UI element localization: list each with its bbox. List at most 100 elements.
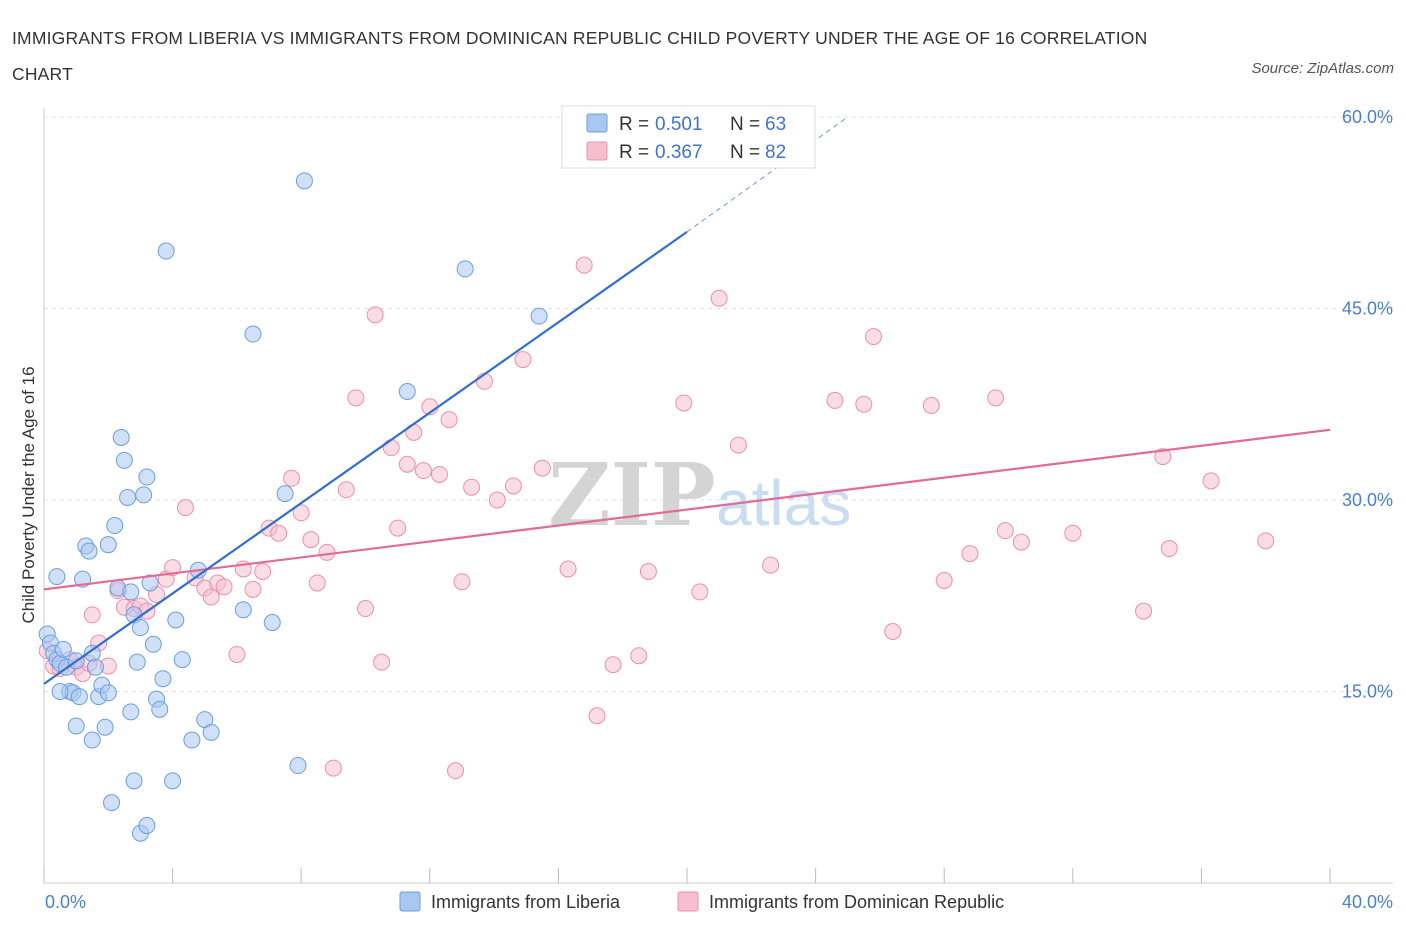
data-point-dominican-republic (729, 436, 747, 454)
data-point-liberia (70, 688, 88, 706)
data-point-liberia (138, 817, 156, 835)
data-point-dominican-republic (302, 531, 320, 549)
data-point-dominican-republic (691, 583, 709, 601)
data-point-liberia (144, 635, 162, 653)
data-point-dominican-republic (453, 573, 471, 591)
data-point-dominican-republic (366, 306, 384, 324)
data-point-dominican-republic (83, 606, 101, 624)
data-point-liberia (167, 611, 185, 629)
data-point-dominican-republic (324, 759, 342, 777)
data-point-liberia (48, 568, 66, 586)
data-point-dominican-republic (488, 491, 506, 509)
data-point-liberia (183, 731, 201, 749)
data-point-dominican-republic (1202, 472, 1220, 490)
data-point-dominican-republic (215, 578, 233, 596)
legend-swatch-dominican-republic (586, 141, 608, 161)
data-point-dominican-republic (996, 522, 1014, 540)
data-point-dominican-republic (357, 600, 374, 618)
y-tick-label: 45.0% (1342, 299, 1393, 319)
trend-line-liberia (43, 231, 688, 685)
data-point-dominican-republic (961, 545, 979, 563)
data-point-dominican-republic (337, 481, 355, 499)
data-point-liberia (103, 794, 121, 812)
y-tick-labels: 15.0% 30.0% 45.0% 60.0% (1342, 107, 1393, 702)
data-point-dominican-republic (447, 762, 465, 780)
series-liberia-points (38, 172, 548, 842)
data-point-dominican-republic (675, 394, 693, 412)
trend-lines (43, 116, 1331, 685)
data-point-liberia (164, 772, 182, 790)
data-point-liberia (173, 651, 191, 669)
data-point-liberia (83, 731, 101, 749)
legend-n-value-liberia: 63 (765, 114, 786, 135)
legend-r-label-dominican-republic: R = (619, 142, 649, 163)
data-point-dominican-republic (1012, 533, 1030, 551)
data-point-liberia (456, 260, 474, 278)
data-point-liberia (51, 683, 69, 700)
trend-line-dominican-republic (43, 428, 1331, 591)
data-point-dominican-republic (440, 411, 458, 429)
bottom-legend: Immigrants from Liberia Immigrants from … (399, 891, 1004, 912)
data-point-dominican-republic (228, 645, 246, 663)
data-point-liberia (154, 670, 172, 688)
data-point-dominican-republic (935, 571, 953, 589)
data-point-liberia (86, 658, 104, 676)
data-point-liberia (151, 700, 169, 718)
data-point-dominican-republic (475, 372, 493, 390)
data-point-liberia (289, 757, 307, 775)
data-point-liberia (115, 451, 133, 469)
axes (43, 108, 1393, 884)
data-point-liberia (67, 717, 85, 735)
data-point-dominican-republic (176, 499, 194, 517)
bottom-legend-swatch-dominican-republic (677, 891, 699, 912)
bottom-legend-label-dominican-republic: Immigrants from Dominican Republic (709, 892, 1004, 912)
data-point-liberia (202, 723, 220, 741)
x-tick-label-min: 0.0% (45, 892, 86, 912)
data-point-dominican-republic (202, 588, 220, 606)
data-point-dominican-republic (575, 256, 593, 274)
data-point-liberia (119, 488, 137, 506)
legend-n-label-dominican-republic: N = (730, 142, 760, 163)
data-point-dominican-republic (987, 389, 1005, 407)
data-point-dominican-republic (430, 465, 448, 483)
data-point-dominican-republic (826, 391, 844, 409)
data-point-dominican-republic (283, 469, 301, 487)
x-tick-label-max: 40.0% (1342, 892, 1393, 912)
legend-swatch-liberia (586, 113, 608, 133)
data-point-liberia (99, 536, 117, 554)
data-point-liberia (157, 242, 175, 260)
data-point-dominican-republic (1135, 602, 1153, 620)
data-point-liberia (96, 718, 114, 736)
data-point-liberia (128, 653, 146, 671)
data-point-dominican-republic (533, 459, 551, 477)
data-point-liberia (122, 583, 140, 601)
bottom-legend-swatch-liberia (399, 891, 421, 912)
data-point-dominican-republic (630, 647, 648, 665)
data-point-dominican-republic (504, 477, 522, 495)
data-point-liberia (530, 307, 548, 325)
legend-r-value-liberia: 0.501 (655, 114, 703, 135)
legend-n-label-liberia: N = (730, 114, 760, 135)
data-point-liberia (141, 574, 159, 592)
chart-source: Source: ZipAtlas.com (1251, 60, 1394, 77)
chart-title: IMMIGRANTS FROM LIBERIA VS IMMIGRANTS FR… (12, 28, 1148, 84)
data-point-liberia (276, 485, 294, 503)
data-point-dominican-republic (1064, 524, 1082, 542)
data-point-dominican-republic (270, 524, 288, 542)
data-point-dominican-republic (1257, 532, 1275, 550)
data-point-dominican-republic (254, 562, 272, 580)
data-point-liberia (244, 325, 262, 343)
data-point-dominican-republic (922, 397, 940, 415)
data-point-liberia (122, 703, 140, 721)
data-point-dominican-republic (347, 389, 365, 407)
legend-r-value-dominican-republic: 0.367 (655, 142, 703, 163)
watermark-zip: ZIP (548, 445, 716, 546)
data-point-dominican-republic (382, 439, 400, 457)
top-legend: R = 0.501 N = 63 R = 0.367 N = 82 (561, 105, 816, 169)
data-point-dominican-republic (308, 574, 326, 592)
data-point-dominican-republic (373, 653, 391, 671)
data-point-dominican-republic (864, 328, 882, 346)
data-point-dominican-republic (389, 519, 407, 537)
data-point-liberia (234, 601, 252, 619)
